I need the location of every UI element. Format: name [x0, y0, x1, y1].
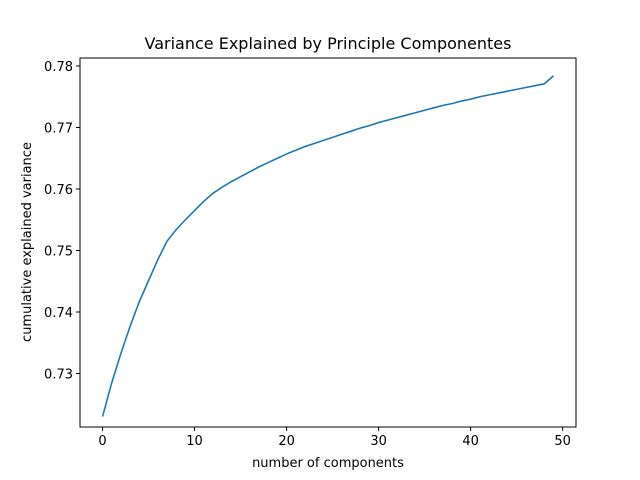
x-tick-label: 20 [278, 434, 295, 449]
y-axis-title: cumulative explained variance [20, 142, 35, 342]
x-tick-label: 10 [186, 434, 203, 449]
x-tick-label: 0 [98, 434, 106, 449]
y-tick-label: 0.74 [44, 306, 73, 321]
x-axis-ticks: 0 10 20 30 40 50 [98, 427, 571, 449]
y-tick-label: 0.77 [44, 121, 73, 136]
plot-area [79, 57, 577, 428]
y-axis-ticks: 0.73 0.74 0.75 0.76 0.77 0.78 [44, 60, 80, 382]
y-tick-label: 0.76 [44, 183, 73, 198]
x-axis-title: number of components [252, 456, 404, 471]
x-tick-label: 30 [370, 434, 387, 449]
y-tick-label: 0.78 [44, 60, 73, 75]
x-tick-label: 40 [462, 434, 479, 449]
series-line [101, 75, 554, 417]
x-tick-label: 50 [554, 434, 571, 449]
y-tick-label: 0.73 [44, 367, 73, 382]
y-tick-label: 0.75 [44, 244, 73, 259]
chart-title: Variance Explained by Principle Componen… [145, 34, 512, 53]
